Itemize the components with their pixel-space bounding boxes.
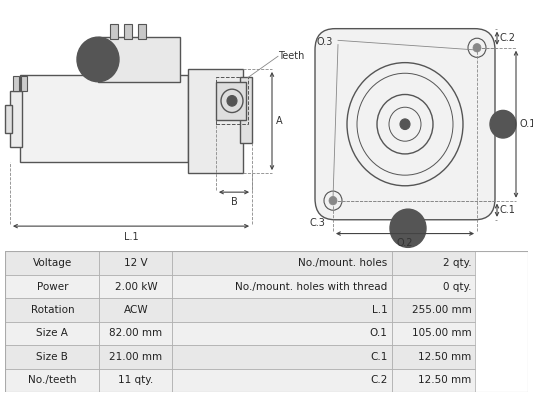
Bar [392, 251, 475, 275]
Bar [5, 298, 99, 322]
Text: Size A: Size A [36, 328, 68, 339]
Bar [392, 322, 475, 345]
Text: A: A [276, 116, 282, 126]
Text: C.2: C.2 [500, 33, 516, 43]
Bar [5, 105, 12, 133]
Text: 82.00 mm: 82.00 mm [109, 328, 163, 339]
Bar [138, 25, 146, 39]
Text: No./mount. holes with thread: No./mount. holes with thread [236, 282, 387, 291]
Bar [173, 322, 392, 345]
Circle shape [473, 44, 481, 52]
Text: 2 qty.: 2 qty. [442, 258, 471, 268]
Bar [124, 25, 132, 39]
Text: Power: Power [37, 282, 68, 291]
Text: 21.00 mm: 21.00 mm [109, 352, 163, 362]
Text: ACW: ACW [124, 305, 148, 315]
Bar [110, 25, 118, 39]
Text: C.1: C.1 [500, 205, 516, 215]
Text: C.3: C.3 [309, 218, 325, 228]
Text: O.3: O.3 [317, 38, 333, 48]
Bar [216, 78, 248, 124]
Bar [20, 75, 188, 162]
Text: No./teeth: No./teeth [28, 375, 77, 385]
Bar [99, 251, 173, 275]
Text: C.2: C.2 [370, 375, 387, 385]
Bar [99, 345, 173, 369]
Text: 255.00 mm: 255.00 mm [411, 305, 471, 315]
Bar [5, 369, 99, 392]
Bar [98, 37, 180, 82]
Bar [99, 322, 173, 345]
Circle shape [329, 196, 337, 205]
FancyBboxPatch shape [315, 29, 495, 220]
Text: 12.50 mm: 12.50 mm [418, 352, 471, 362]
Bar [392, 369, 475, 392]
Bar [21, 76, 27, 91]
Bar [99, 369, 173, 392]
Bar [13, 76, 19, 91]
Bar [392, 345, 475, 369]
Bar [99, 298, 173, 322]
Text: Teeth: Teeth [278, 51, 304, 61]
Text: 0 qty.: 0 qty. [443, 282, 471, 291]
Text: L.1: L.1 [124, 232, 138, 242]
Bar [5, 322, 99, 345]
Bar [392, 298, 475, 322]
Text: Size B: Size B [36, 352, 68, 362]
Text: O.1: O.1 [519, 119, 533, 129]
Text: B: B [231, 198, 237, 208]
Text: L.1: L.1 [372, 305, 387, 315]
Text: 12.50 mm: 12.50 mm [418, 375, 471, 385]
Text: 105.00 mm: 105.00 mm [411, 328, 471, 339]
Text: Voltage: Voltage [33, 258, 72, 268]
Bar [216, 82, 246, 120]
Bar [240, 78, 252, 143]
Text: No./mount. holes: No./mount. holes [298, 258, 387, 268]
Text: O.2: O.2 [397, 238, 413, 248]
Text: C.1: C.1 [370, 352, 387, 362]
Circle shape [77, 37, 119, 82]
Bar [5, 251, 99, 275]
Bar [173, 275, 392, 298]
Bar [5, 345, 99, 369]
Bar [392, 275, 475, 298]
Bar [173, 251, 392, 275]
Bar [5, 275, 99, 298]
Circle shape [490, 110, 516, 138]
Bar [173, 298, 392, 322]
Circle shape [227, 95, 237, 106]
Bar [10, 91, 22, 147]
Text: 12 V: 12 V [124, 258, 148, 268]
Circle shape [390, 209, 426, 248]
Bar [173, 369, 392, 392]
Text: 11 qty.: 11 qty. [118, 375, 154, 385]
Bar [99, 275, 173, 298]
Text: O.1: O.1 [370, 328, 387, 339]
Bar [188, 69, 243, 173]
Text: 2.00 kW: 2.00 kW [115, 282, 157, 291]
Text: Rotation: Rotation [30, 305, 74, 315]
Circle shape [400, 119, 410, 129]
Bar [173, 345, 392, 369]
